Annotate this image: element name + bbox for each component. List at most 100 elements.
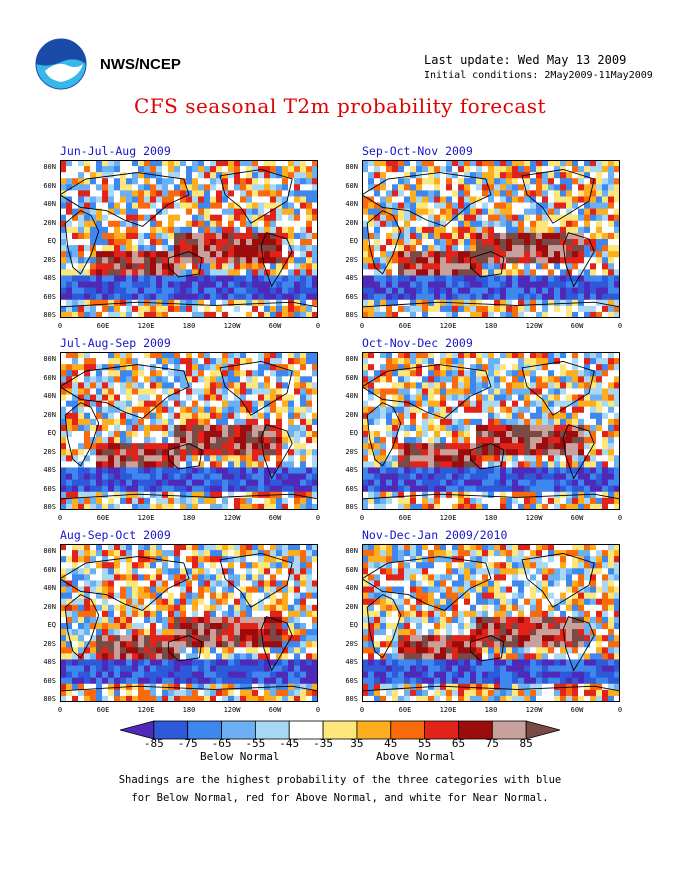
colorbar-tick-label: 85 (519, 737, 533, 750)
lon-tick-label: 0 (57, 706, 63, 714)
lat-tick-label: 20S (345, 255, 358, 264)
lon-tick-label: 60E (398, 514, 412, 522)
lat-tick-label: 60N (345, 373, 358, 382)
lat-tick-label: 20N (345, 410, 358, 419)
lon-tick-label: 60W (268, 706, 282, 714)
colorbar-tick-label: -45 (279, 737, 300, 750)
colorbar-tick-label: 45 (384, 737, 398, 750)
lat-tick-label: 40S (43, 466, 56, 474)
lon-tick-label: 0 (315, 514, 321, 522)
lat-tick-label: 60N (43, 181, 56, 190)
lon-tick-label: 180 (182, 322, 196, 330)
colorbar-tick-label: 55 (417, 737, 432, 750)
lat-tick-label: 80N (43, 163, 56, 171)
lat-tick-label: 40S (43, 274, 56, 282)
lat-tick-label: 40N (43, 392, 56, 400)
lon-tick-label: 60E (398, 322, 412, 330)
lon-tick-label: 60W (268, 322, 282, 330)
lat-tick-label: 20S (345, 447, 358, 456)
lat-tick-label: 80S (43, 311, 56, 319)
forecast-map-panel (362, 160, 620, 318)
lat-tick-label: EQ (47, 237, 56, 245)
lat-tick-label: 20S (43, 639, 56, 648)
colorbar-tick-label: 75 (485, 737, 499, 750)
colorbar-tick-label: -35 (313, 737, 333, 750)
lat-tick-label: 20N (43, 602, 56, 611)
colorbar-tick-label: 35 (350, 737, 364, 750)
colorbar-tick-label: -65 (211, 737, 232, 750)
lon-tick-label: 60E (96, 706, 110, 714)
lat-tick-label: 60N (345, 181, 358, 190)
forecast-map-panel (60, 160, 318, 318)
org-name: NWS/NCEP (100, 56, 181, 73)
probability-map (362, 352, 620, 510)
lat-tick-label: EQ (349, 237, 358, 245)
colorbar-segment (525, 720, 562, 740)
lon-tick-label: 120W (525, 514, 543, 522)
lon-tick-label: 120W (525, 322, 543, 330)
lon-tick-label: 0 (315, 706, 321, 714)
forecast-map-panel (60, 544, 318, 702)
lat-tick-label: EQ (349, 621, 358, 629)
lon-tick-label: 180 (182, 706, 196, 714)
lat-tick-label: 20S (43, 255, 56, 264)
lat-tick-label: 60N (43, 565, 56, 574)
lat-tick-label: 80N (43, 547, 56, 555)
probability-map (362, 544, 620, 702)
last-update: Last update: Wed May 13 2009 (424, 53, 627, 67)
lon-tick-label: 60E (398, 706, 412, 714)
lon-tick-label: 120W (223, 322, 241, 330)
lat-tick-label: EQ (47, 621, 56, 629)
lon-tick-label: 0 (57, 322, 63, 330)
panel-title: Jul-Aug-Sep 2009 (60, 336, 171, 350)
lat-tick-label: 60S (43, 292, 56, 301)
lon-tick-label: 120E (439, 322, 457, 330)
lat-tick-label: 80S (345, 503, 358, 511)
panel-title: Jun-Jul-Aug 2009 (60, 144, 171, 158)
lat-tick-label: 20N (43, 218, 56, 227)
colorbar-tick-label: 65 (451, 737, 466, 750)
lon-tick-label: 120E (439, 514, 457, 522)
lon-tick-label: 0 (617, 322, 623, 330)
below-normal-label: Below Normal (200, 750, 280, 763)
lon-tick-label: 120E (137, 514, 155, 522)
lat-tick-label: 20S (345, 639, 358, 648)
lat-tick-label: EQ (47, 429, 56, 437)
lon-tick-label: 60E (96, 514, 110, 522)
lon-tick-label: 0 (359, 514, 365, 522)
lon-tick-label: 120W (223, 514, 241, 522)
forecast-map-panel (60, 352, 318, 510)
lat-tick-label: 80S (43, 695, 56, 703)
probability-map (362, 160, 620, 318)
lat-tick-label: 80N (345, 355, 358, 363)
probability-map (60, 160, 318, 318)
lat-tick-label: EQ (349, 429, 358, 437)
lon-tick-label: 120W (525, 706, 543, 714)
lat-tick-label: 40S (345, 274, 358, 282)
lat-tick-label: 40S (43, 658, 56, 666)
legend-note-line-1: Shadings are the highest probability of … (118, 774, 562, 786)
lat-tick-label: 80N (345, 163, 358, 171)
lat-tick-label: 80N (345, 547, 358, 555)
lon-tick-label: 120E (439, 706, 457, 714)
lat-tick-label: 80S (43, 503, 56, 511)
lon-tick-label: 0 (57, 514, 63, 522)
initial-conditions: Initial conditions: 2May2009-11May2009 (424, 70, 653, 81)
lat-tick-label: 60S (345, 292, 358, 301)
lat-tick-label: 40N (43, 200, 56, 208)
colorbar-tick-label: -55 (245, 737, 266, 750)
legend-note-line-2: for Below Normal, red for Above Normal, … (131, 792, 549, 804)
lon-tick-label: 60E (96, 322, 110, 330)
lon-tick-label: 120E (137, 322, 155, 330)
lat-tick-label: 60N (43, 373, 56, 382)
panel-title: Nov-Dec-Jan 2009/2010 (362, 528, 508, 542)
lon-tick-label: 0 (617, 706, 623, 714)
lon-tick-label: 60W (570, 514, 584, 522)
lat-tick-label: 80N (43, 355, 56, 363)
lat-tick-label: 20N (345, 602, 358, 611)
page-title: CFS seasonal T2m probability forecast (133, 94, 547, 118)
lat-tick-label: 80S (345, 311, 358, 319)
lat-tick-label: 60N (345, 565, 358, 574)
lat-tick-label: 40S (345, 466, 358, 474)
forecast-map-panel (362, 352, 620, 510)
